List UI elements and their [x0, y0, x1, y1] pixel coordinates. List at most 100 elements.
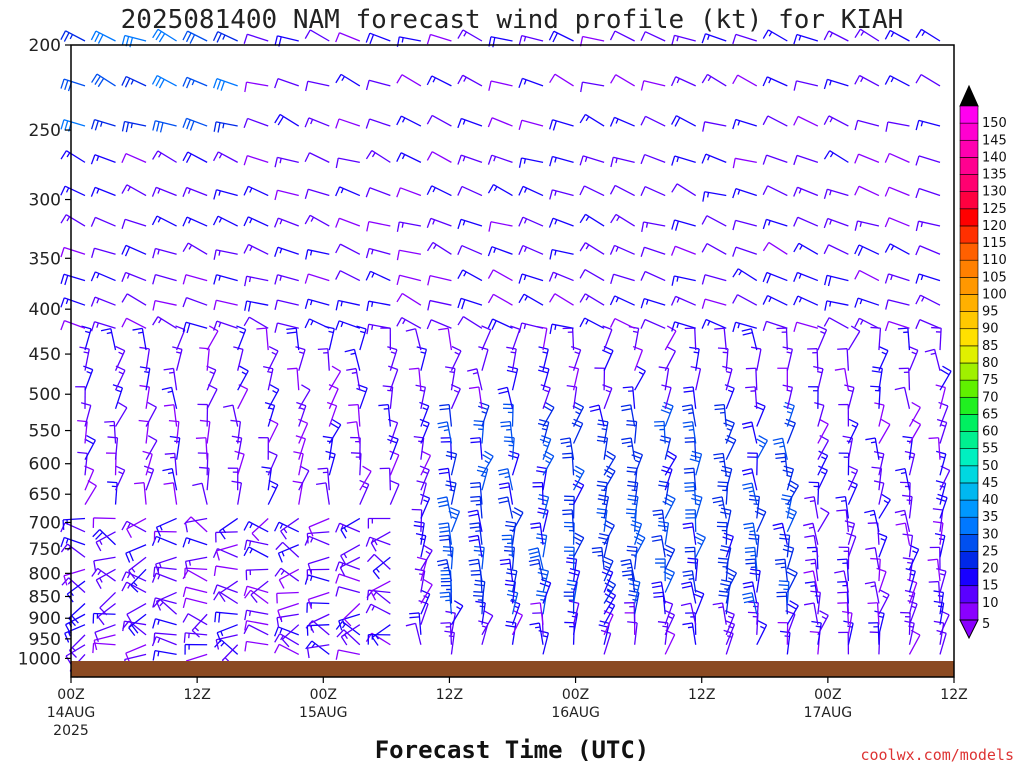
wind-barb-feather [530, 522, 541, 525]
wind-barb-feather [231, 480, 242, 484]
wind-barb-staff [400, 152, 422, 163]
colorbar-tick-label: 130 [982, 185, 1007, 200]
wind-barb-staff [756, 405, 766, 427]
wind-barb-feather [161, 386, 172, 391]
wind-barb-feather [504, 436, 515, 439]
wind-barb-staff [491, 117, 513, 127]
wind-barb-feather [549, 293, 556, 303]
wind-barb-staff [420, 559, 428, 582]
wind-barb-feather [182, 322, 187, 333]
wind-barb-feather [439, 404, 450, 407]
wind-barb-feather [529, 562, 540, 567]
wind-barb-feather [568, 365, 579, 370]
wind-barb-feather [487, 246, 493, 257]
wind-barb-staff [420, 522, 425, 545]
wind-barb-feather [933, 590, 944, 594]
wind-barb-feather [370, 542, 377, 552]
wind-barb-feather [621, 441, 632, 445]
wind-barb-feather [216, 79, 222, 90]
wind-barb-staff [246, 81, 269, 87]
wind-barb-feather [454, 351, 460, 356]
wind-barb-feather [727, 389, 734, 393]
wind-barb-feather [854, 318, 860, 328]
wind-barb-feather [316, 482, 327, 485]
wind-barb-staff [706, 243, 727, 255]
wind-barb-feather [182, 598, 187, 609]
wind-barb-staff [399, 221, 422, 227]
wind-barb-feather [538, 369, 549, 374]
wind-barb-feather [118, 351, 124, 355]
wind-barb-feather [537, 422, 548, 427]
wind-barb-feather [819, 610, 829, 617]
wind-barb-feather [66, 152, 71, 158]
wind-barb-staff [828, 317, 849, 329]
x-tick-date: 14AUG [47, 705, 96, 721]
wind-barb-staff [343, 603, 361, 620]
wind-barb-feather [877, 532, 888, 538]
wind-barb-feather [423, 578, 433, 586]
wind-barb-feather [681, 404, 693, 408]
wind-barb-feather [596, 484, 607, 488]
colorbar-swatch [959, 414, 979, 432]
wind-barb-feather [939, 610, 950, 616]
wind-barb-staff [675, 115, 697, 127]
wind-barb-feather [159, 525, 163, 531]
wind-barb-staff [768, 241, 788, 255]
wind-barb-feather [871, 370, 882, 374]
wind-barb-feather [151, 187, 157, 197]
wind-barb-feather [633, 536, 644, 542]
wind-barb-feather [243, 624, 250, 635]
wind-barb-staff [420, 422, 430, 444]
wind-barb-feather [788, 516, 794, 520]
wind-barb-staff [511, 614, 524, 636]
wind-barb-staff [572, 368, 580, 391]
wind-barb-staff [889, 152, 910, 163]
wind-barb-feather [539, 438, 550, 444]
wind-barb-feather [762, 219, 767, 230]
wind-barb-feather [737, 189, 741, 195]
wind-barb-feather [195, 437, 206, 439]
wind-barb-feather [269, 384, 280, 391]
wind-barb-feather [469, 562, 480, 566]
wind-barb-staff [248, 546, 269, 558]
wind-barb-feather [653, 591, 664, 594]
wind-barb-feather [693, 351, 699, 354]
wind-barb-feather [543, 444, 549, 448]
x-tick-date: 17AUG [804, 705, 853, 721]
wind-barb-feather [425, 550, 431, 555]
wind-barb-staff [694, 328, 697, 351]
wind-barb-feather [712, 496, 723, 500]
wind-barb-staff [237, 388, 249, 410]
wind-barb-staff [634, 370, 646, 391]
wind-barb-feather [599, 620, 610, 625]
wind-barb-staff [145, 348, 150, 371]
wind-barb-feather [127, 583, 131, 589]
wind-barb-feather [821, 616, 827, 620]
wind-barb-feather [732, 74, 739, 85]
wind-barb-staff [584, 293, 605, 306]
wind-barb-feather [121, 317, 128, 328]
wind-barb-feather [732, 119, 737, 130]
wind-barb-feather [63, 32, 70, 42]
wind-barb-feather [762, 29, 769, 39]
wind-barb-staff [603, 605, 616, 626]
wind-barb-staff [721, 602, 727, 625]
wind-barb-feather [163, 482, 174, 485]
wind-barb-feather [529, 551, 540, 555]
wind-barb-feather [310, 320, 314, 326]
colorbar-swatch [959, 602, 979, 621]
wind-barb-feather [803, 570, 814, 574]
x-tick-year: 2025 [53, 723, 89, 739]
wind-barb-feather [372, 570, 380, 580]
wind-barb-feather [676, 36, 679, 42]
wind-barb-feather [717, 481, 728, 484]
wind-barb-feather [860, 77, 864, 83]
wind-barb-feather [84, 438, 94, 445]
wind-barb-feather [438, 425, 449, 429]
wind-barb-feather [755, 401, 766, 407]
wind-barb-feather [223, 404, 234, 408]
wind-barb-staff [493, 293, 513, 306]
wind-barb-staff [447, 468, 453, 491]
wind-barb-feather [609, 185, 616, 195]
y-tick-label: 550 [29, 422, 61, 442]
